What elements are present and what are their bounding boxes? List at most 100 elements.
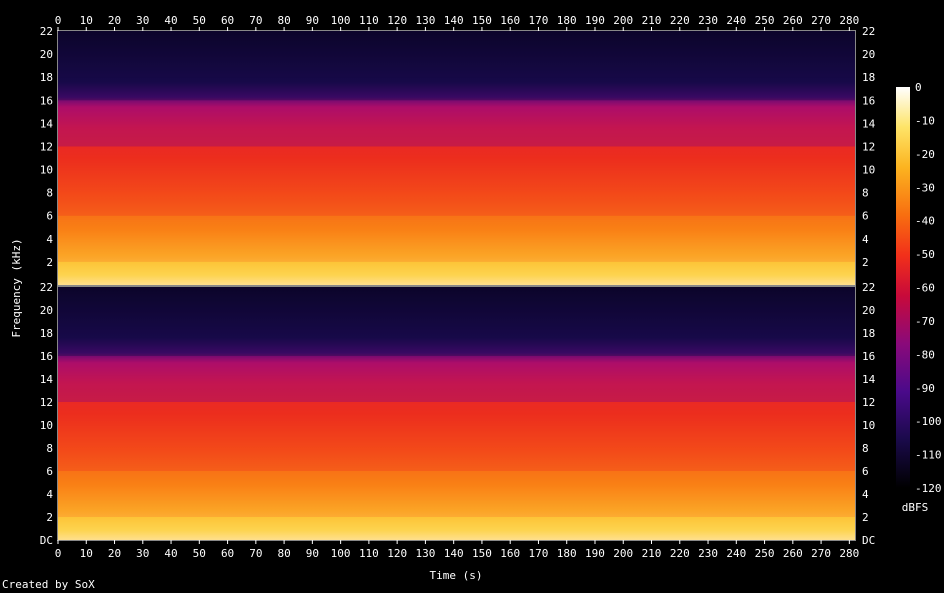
colorbar-tick-label: -80: [915, 348, 935, 361]
level-band-mark: [58, 333, 855, 356]
x-bottom-tick-label: 280: [839, 547, 859, 560]
x-axis-label: Time (s): [430, 569, 483, 582]
y-tick-label-left: 16: [40, 94, 53, 107]
level-band-mark: [58, 287, 855, 333]
x-top-tick-label: 140: [444, 14, 464, 27]
x-top-tick-label: 0: [55, 14, 62, 27]
level-band-mark: [58, 402, 855, 471]
y-tick-label-right: 6: [862, 465, 869, 478]
x-bottom-tick-label: 270: [811, 547, 831, 560]
x-top-tick-label: 80: [277, 14, 290, 27]
channel-2-frame: [57, 286, 856, 541]
colorbar-tick-label: -40: [915, 215, 935, 228]
x-top-tick-label: 240: [726, 14, 746, 27]
x-axis-top-ticks: 0 10 20 30 40 50 60 70 80 90 100 110 120 130 140 150 160…: [55, 14, 859, 31]
x-bottom-tick-label: 120: [387, 547, 407, 560]
x-bottom-tick-label: 60: [221, 547, 234, 560]
x-bottom-tick-label: 110: [359, 547, 379, 560]
level-band-mark: [58, 356, 855, 402]
y-tick-label-right: 12: [862, 140, 875, 153]
colorbar-tick-label: -120: [915, 482, 942, 495]
level-band-mark: [58, 31, 855, 78]
channel-1-plot-area: [58, 31, 855, 285]
y-tick-label-left: 2: [46, 256, 53, 269]
y-tick-label-right: 16: [862, 350, 875, 363]
y-tick-label-right: 22: [862, 25, 875, 38]
x-bottom-tick-label: 260: [783, 547, 803, 560]
y-tick-label-right: 16: [862, 94, 875, 107]
x-top-tick-label: 90: [306, 14, 319, 27]
y-tick-label-left: 2: [46, 511, 53, 524]
y-tick-label-left: 4: [46, 233, 53, 246]
x-top-tick-label: 10: [80, 14, 93, 27]
level-band-mark: [58, 261, 855, 285]
created-by-credit: Created by SoX: [2, 578, 95, 591]
x-bottom-tick-label: 90: [306, 547, 319, 560]
y-tick-label-right: 18: [862, 327, 875, 340]
x-bottom-tick-label: 100: [331, 547, 351, 560]
x-axis-bottom-ticks: 0 10 20 30 40 50 60 70 80 90 100 110 120 130 140 150 160…: [55, 540, 859, 560]
y-tick-label-right: 10: [862, 164, 875, 177]
y-tick-label-left: 20: [40, 48, 53, 61]
x-top-tick-label: 60: [221, 14, 234, 27]
y-tick-label-right: 2: [862, 511, 869, 524]
channel-2-level-marks: [58, 287, 855, 540]
x-top-tick-label: 230: [698, 14, 718, 27]
channel-1-spectrogram: [57, 30, 856, 286]
colorbar-tick-label: -30: [915, 181, 935, 194]
x-bottom-tick-label: 70: [249, 547, 262, 560]
y-tick-label-right: 22: [862, 281, 875, 294]
x-bottom-tick-label: 150: [472, 547, 492, 560]
y-tick-label-right: 2: [862, 256, 869, 269]
y-tick-label-left: 18: [40, 327, 53, 340]
y-tick-label-right: 20: [862, 304, 875, 317]
y-tick-label-left: 12: [40, 396, 53, 409]
y-tick-label-left: 6: [46, 210, 53, 223]
x-bottom-tick-label: 80: [277, 547, 290, 560]
x-bottom-tick-label: 10: [80, 547, 93, 560]
y-tick-label-left: 22: [40, 281, 53, 294]
level-band-mark: [58, 77, 855, 101]
y-tick-label-left: DC: [40, 534, 53, 547]
x-bottom-tick-label: 30: [136, 547, 149, 560]
x-top-tick-label: 260: [783, 14, 803, 27]
x-top-tick-label: 170: [529, 14, 549, 27]
x-top-tick-label: 200: [613, 14, 633, 27]
colorbar-tick-label: -70: [915, 315, 935, 328]
colorbar-tick-label: -90: [915, 382, 935, 395]
x-top-tick-label: 30: [136, 14, 149, 27]
x-top-tick-label: 190: [585, 14, 605, 27]
x-bottom-tick-label: 50: [193, 547, 206, 560]
x-top-tick-label: 180: [557, 14, 577, 27]
x-top-tick-label: 110: [359, 14, 379, 27]
x-bottom-tick-label: 40: [164, 547, 177, 560]
level-band-mark: [58, 471, 855, 517]
x-top-tick-label: 100: [331, 14, 351, 27]
level-band-mark: [58, 215, 855, 262]
y-tick-label-left: 16: [40, 350, 53, 363]
x-bottom-tick-label: 190: [585, 547, 605, 560]
colorbar-gradient: [896, 87, 910, 488]
x-top-tick-label: 160: [500, 14, 520, 27]
y-tick-label-right: 18: [862, 71, 875, 84]
x-top-tick-label: 220: [670, 14, 690, 27]
x-bottom-tick-label: 160: [500, 547, 520, 560]
colorbar-label: dBFS: [902, 501, 929, 514]
y-tick-label-left: 8: [46, 442, 53, 455]
x-bottom-tick-label: 20: [108, 547, 121, 560]
y-tick-label-left: 18: [40, 71, 53, 84]
channel-1-frame: [57, 30, 856, 286]
x-bottom-tick-label: 240: [726, 547, 746, 560]
y-tick-label-right: 4: [862, 233, 869, 246]
y-tick-label-right: DC: [862, 534, 875, 547]
x-bottom-tick-label: 250: [755, 547, 775, 560]
x-top-tick-label: 250: [755, 14, 775, 27]
x-bottom-tick-label: 230: [698, 547, 718, 560]
x-top-tick-label: 50: [193, 14, 206, 27]
x-top-tick-label: 270: [811, 14, 831, 27]
x-top-tick-label: 150: [472, 14, 492, 27]
level-band-mark: [58, 146, 855, 216]
